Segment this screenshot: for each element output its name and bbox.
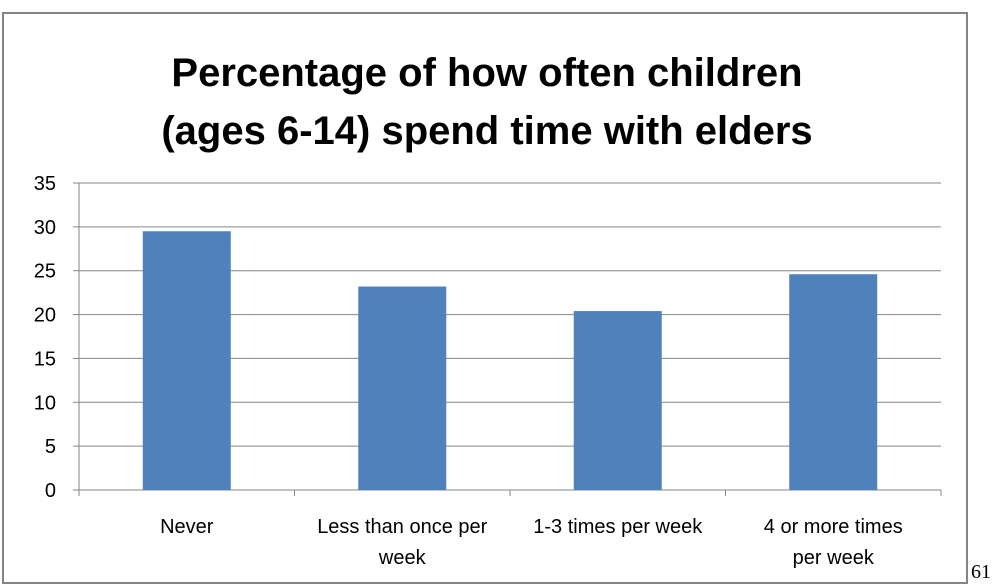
- x-tick-label: 4 or more times: [764, 516, 903, 538]
- x-tick-label: week: [378, 547, 427, 569]
- x-tick-label: per week: [793, 547, 875, 569]
- chart-title: Percentage of how often children (ages 6…: [4, 44, 970, 160]
- page-number: 61: [971, 561, 991, 583]
- bar: [573, 311, 662, 490]
- y-tick-label: 5: [45, 436, 56, 458]
- bar: [142, 231, 231, 490]
- y-tick-label: 30: [34, 217, 56, 239]
- x-tick-label: Less than once per: [317, 516, 487, 538]
- bar: [358, 286, 447, 490]
- y-tick-label: 25: [34, 261, 56, 283]
- bar: [789, 274, 878, 490]
- y-tick-label: 0: [45, 480, 56, 502]
- x-tick-label: Never: [160, 516, 214, 538]
- y-tick-label: 35: [34, 173, 56, 195]
- y-tick-label: 10: [34, 392, 56, 414]
- y-tick-label: 20: [34, 305, 56, 327]
- x-tick-label: 1-3 times per week: [533, 516, 703, 538]
- chart-title-line-2: (ages 6-14) spend time with elders: [161, 109, 813, 153]
- chart-title-line-1: Percentage of how often children: [171, 51, 803, 95]
- y-tick-label: 15: [34, 348, 56, 370]
